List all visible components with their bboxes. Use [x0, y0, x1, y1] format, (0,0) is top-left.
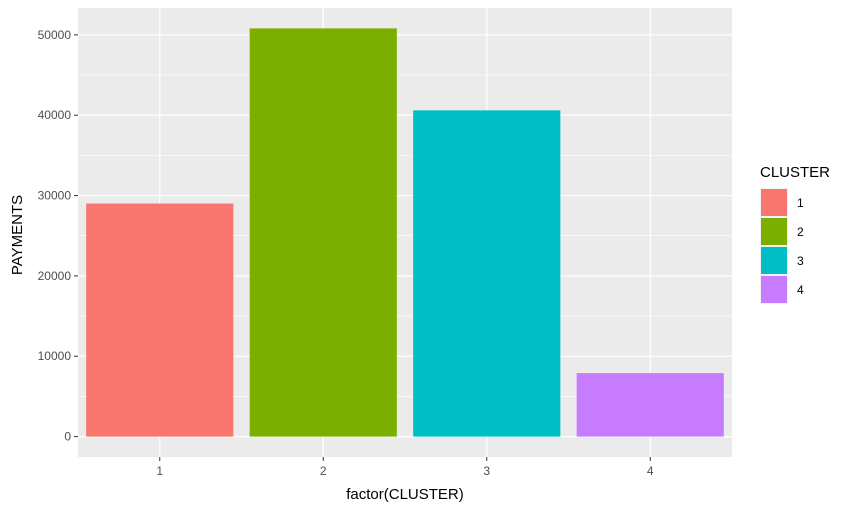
bar-cluster-1	[86, 203, 234, 437]
y-tick-label: 30000	[38, 189, 72, 203]
bar-cluster-4	[576, 373, 724, 437]
legend-title: CLUSTER	[760, 164, 830, 181]
legend-swatch-2	[761, 218, 787, 245]
legend-label-2: 2	[797, 225, 804, 239]
legend-swatch-3	[761, 247, 787, 274]
legend-label-4: 4	[797, 283, 804, 297]
y-tick-label: 40000	[38, 108, 72, 122]
legend-swatch-1	[761, 189, 787, 216]
bar-cluster-2	[249, 28, 397, 437]
x-tick-label: 3	[483, 464, 490, 478]
x-tick-label: 1	[156, 464, 163, 478]
legend-label-3: 3	[797, 254, 804, 268]
legend: 1 2 3 4	[760, 188, 804, 304]
y-tick-label: 50000	[38, 28, 72, 42]
bar-cluster-3	[413, 110, 561, 437]
legend-label-1: 1	[797, 196, 804, 210]
y-axis-title: PAYMENTS	[9, 195, 26, 275]
y-tick-label: 10000	[38, 349, 72, 363]
x-axis-title: factor(CLUSTER)	[346, 486, 464, 503]
legend-swatch-4	[761, 276, 787, 303]
x-tick-label: 4	[647, 464, 654, 478]
y-tick-label: 0	[64, 430, 71, 444]
y-tick-label: 20000	[38, 269, 72, 283]
x-tick-label: 2	[320, 464, 327, 478]
